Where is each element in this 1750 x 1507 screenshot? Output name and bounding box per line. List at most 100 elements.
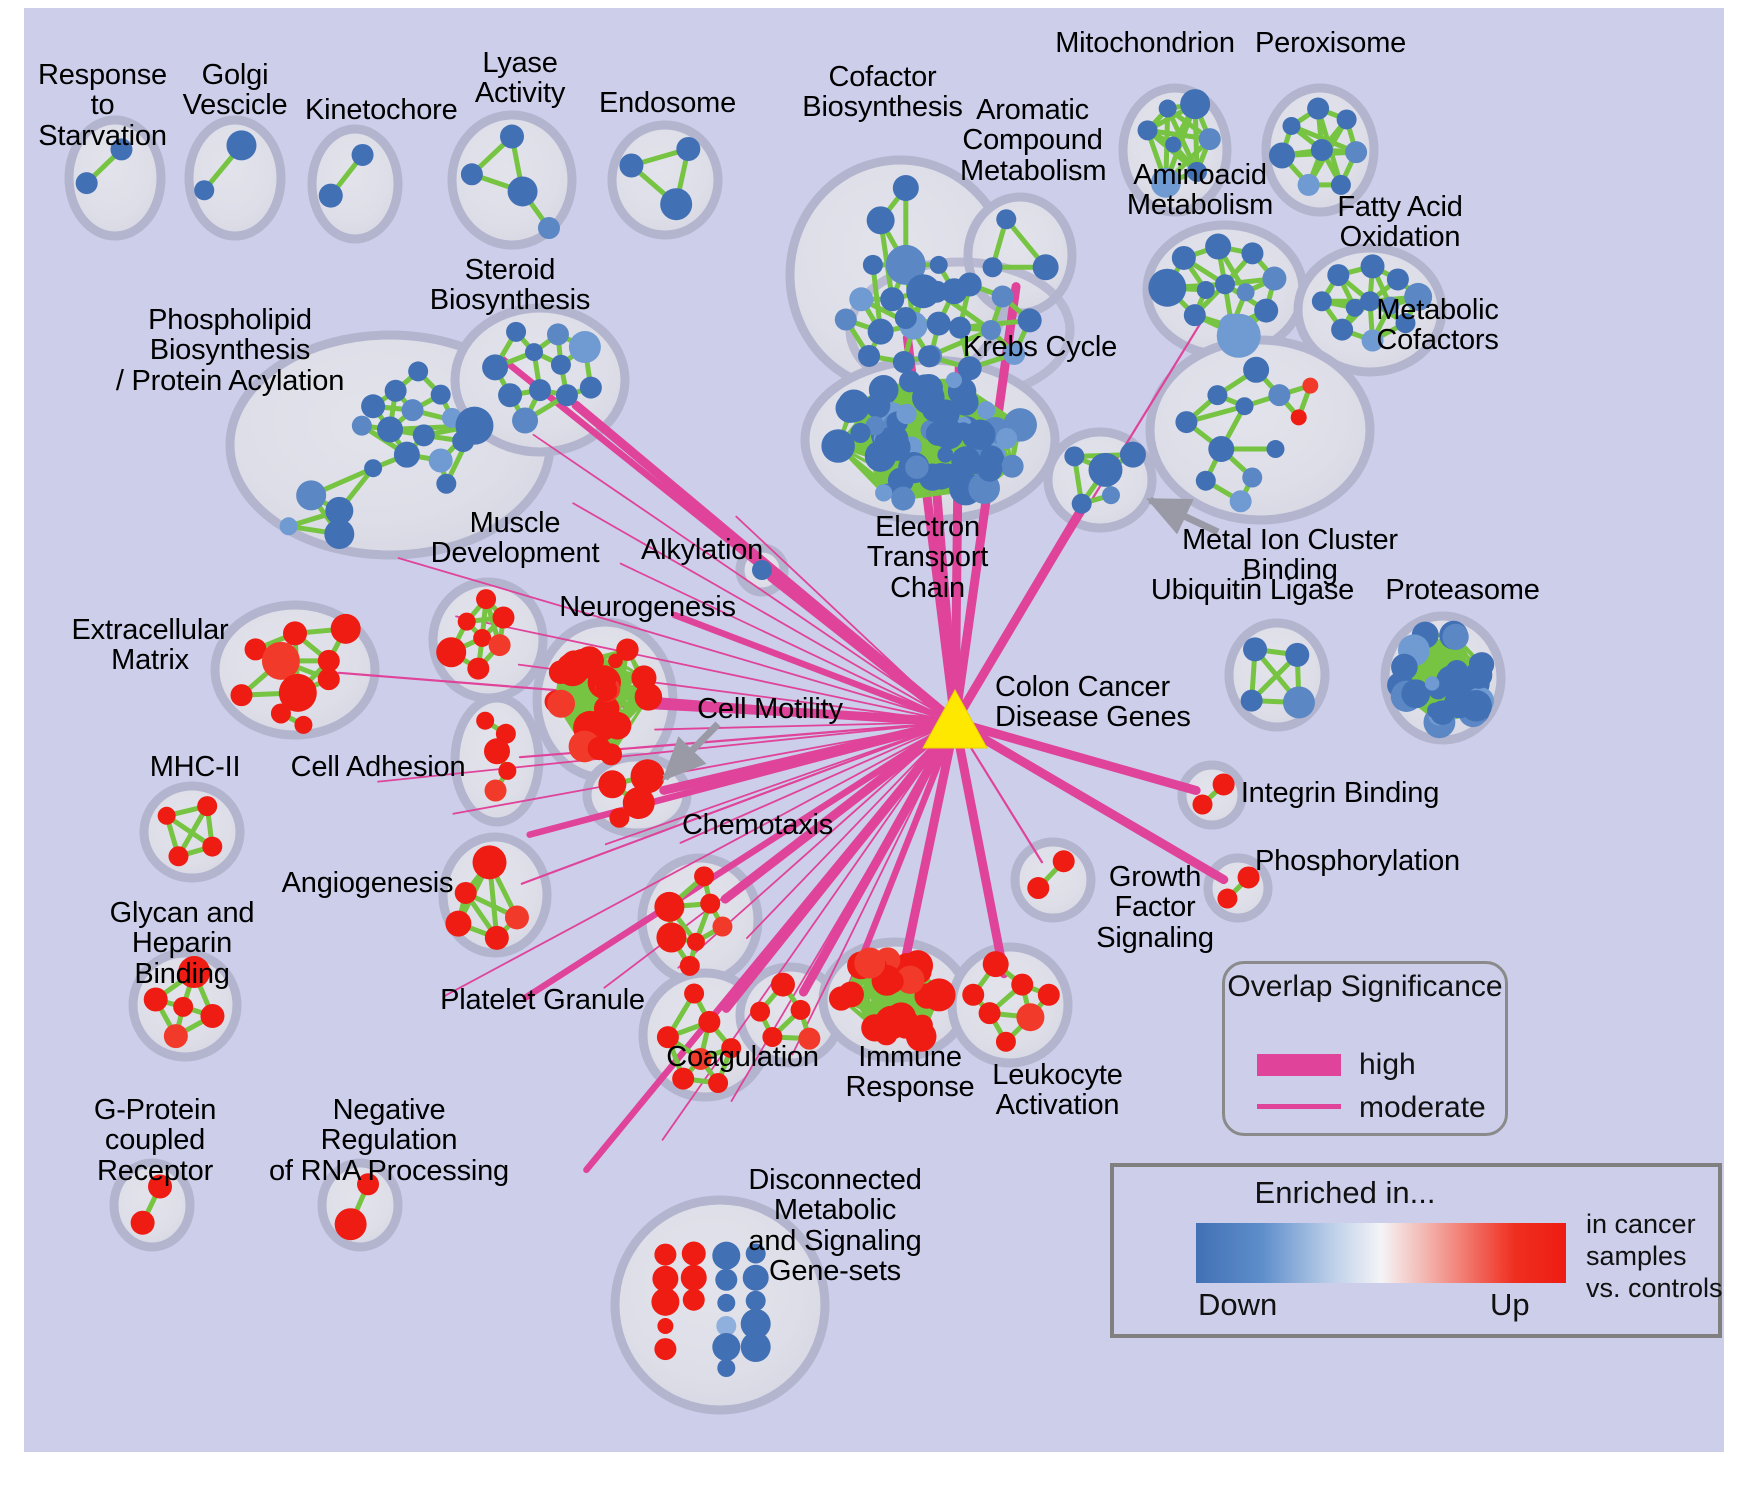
gene-set-node[interactable] (1195, 470, 1216, 491)
gene-set-node[interactable] (854, 947, 886, 979)
gene-set-node[interactable] (630, 759, 665, 794)
gene-set-node[interactable] (1240, 689, 1263, 712)
gene-set-node[interactable] (1243, 356, 1270, 383)
gene-set-node[interactable] (880, 969, 904, 994)
gene-set-node[interactable] (684, 983, 705, 1004)
gene-set-node[interactable] (933, 418, 964, 450)
gene-set-node[interactable] (867, 318, 894, 345)
gene-set-node[interactable] (1360, 254, 1385, 279)
gene-set-node[interactable] (849, 287, 874, 312)
gene-set-node[interactable] (698, 1010, 721, 1033)
gene-set-node[interactable] (1404, 282, 1433, 311)
gene-set-node[interactable] (1327, 264, 1350, 287)
gene-set-node[interactable] (330, 613, 361, 644)
gene-set-node[interactable] (364, 459, 383, 478)
gene-set-node[interactable] (537, 217, 560, 240)
gene-set-node[interactable] (905, 455, 929, 479)
gene-set-node[interactable] (401, 399, 424, 422)
gene-set-node[interactable] (762, 1026, 783, 1047)
gene-set-node[interactable] (634, 683, 663, 711)
gene-set-node[interactable] (230, 684, 253, 707)
gene-set-node[interactable] (937, 446, 954, 463)
gene-set-node[interactable] (1262, 266, 1287, 291)
gene-set-node[interactable] (412, 424, 435, 447)
gene-set-node[interactable] (430, 384, 451, 405)
gene-set-node[interactable] (473, 628, 492, 647)
gene-set-node[interactable] (130, 1210, 155, 1235)
gene-set-node[interactable] (143, 987, 168, 1012)
gene-set-node[interactable] (929, 255, 948, 274)
gene-set-node[interactable] (598, 770, 627, 799)
gene-set-node[interactable] (892, 174, 919, 201)
gene-set-node[interactable] (1017, 308, 1042, 333)
gene-set-node[interactable] (945, 372, 962, 389)
gene-set-node[interactable] (1268, 142, 1295, 169)
gene-set-node[interactable] (700, 893, 721, 914)
gene-set-node[interactable] (862, 254, 883, 275)
gene-set-node[interactable] (163, 1024, 188, 1049)
gene-set-node[interactable] (656, 1026, 679, 1049)
gene-set-node[interactable] (875, 484, 893, 502)
gene-set-node[interactable] (1137, 120, 1158, 141)
gene-set-node[interactable] (1217, 888, 1238, 909)
gene-set-node[interactable] (1331, 318, 1354, 341)
gene-set-node[interactable] (821, 429, 855, 463)
gene-set-node[interactable] (168, 846, 189, 867)
gene-set-node[interactable] (603, 711, 632, 740)
gene-set-node[interactable] (476, 711, 495, 730)
gene-set-node[interactable] (928, 982, 944, 998)
gene-set-node[interactable] (110, 138, 133, 161)
gene-set-node[interactable] (679, 955, 700, 976)
gene-set-node[interactable] (1345, 141, 1368, 164)
gene-set-node[interactable] (1241, 242, 1264, 265)
gene-set-node[interactable] (1148, 268, 1187, 307)
gene-set-node[interactable] (1236, 283, 1255, 302)
gene-set-node[interactable] (436, 637, 467, 668)
gene-set-node[interactable] (850, 422, 871, 443)
gene-set-node[interactable] (982, 257, 1003, 278)
gene-set-node[interactable] (1064, 446, 1085, 467)
gene-set-node[interactable] (1208, 436, 1235, 463)
gene-set-node[interactable] (226, 130, 257, 161)
gene-set-node[interactable] (1345, 298, 1364, 317)
gene-set-node[interactable] (740, 1332, 771, 1362)
gene-set-node[interactable] (1282, 686, 1315, 719)
gene-set-node[interactable] (874, 1005, 909, 1040)
gene-set-node[interactable] (294, 715, 313, 734)
gene-set-node[interactable] (408, 361, 429, 382)
gene-set-node[interactable] (1011, 973, 1034, 996)
gene-set-node[interactable] (504, 905, 529, 930)
gene-set-node[interactable] (957, 272, 982, 297)
gene-set-node[interactable] (1235, 397, 1254, 416)
gene-set-node[interactable] (1307, 97, 1330, 120)
gene-set-node[interactable] (681, 1241, 706, 1266)
gene-set-node[interactable] (484, 738, 510, 765)
gene-set-node[interactable] (506, 321, 527, 342)
gene-set-node[interactable] (1027, 877, 1050, 900)
gene-set-node[interactable] (712, 1241, 741, 1270)
gene-set-node[interactable] (896, 403, 917, 425)
gene-set-node[interactable] (622, 787, 655, 820)
gene-set-node[interactable] (1242, 467, 1263, 488)
gene-set-node[interactable] (1311, 291, 1332, 312)
gene-set-node[interactable] (1158, 99, 1177, 118)
gene-set-node[interactable] (925, 280, 948, 303)
gene-set-node[interactable] (428, 448, 453, 473)
gene-set-node[interactable] (716, 1316, 737, 1336)
gene-set-node[interactable] (996, 209, 1017, 230)
gene-set-node[interactable] (745, 1290, 766, 1311)
gene-set-node[interactable] (550, 354, 571, 375)
gene-set-node[interactable] (1071, 493, 1092, 514)
gene-set-node[interactable] (512, 407, 539, 434)
gene-set-node[interactable] (1310, 139, 1333, 161)
gene-set-node[interactable] (689, 1048, 712, 1071)
gene-set-node[interactable] (995, 1031, 1016, 1052)
gene-set-node[interactable] (1088, 452, 1123, 487)
colon-cancer-disease-genes-hub-node[interactable] (922, 688, 988, 749)
gene-set-node[interactable] (261, 641, 300, 680)
gene-set-node[interactable] (157, 806, 176, 825)
gene-set-node[interactable] (200, 1003, 225, 1028)
gene-set-node[interactable] (1207, 385, 1228, 406)
gene-set-node[interactable] (979, 445, 1004, 470)
gene-set-node[interactable] (454, 881, 477, 904)
